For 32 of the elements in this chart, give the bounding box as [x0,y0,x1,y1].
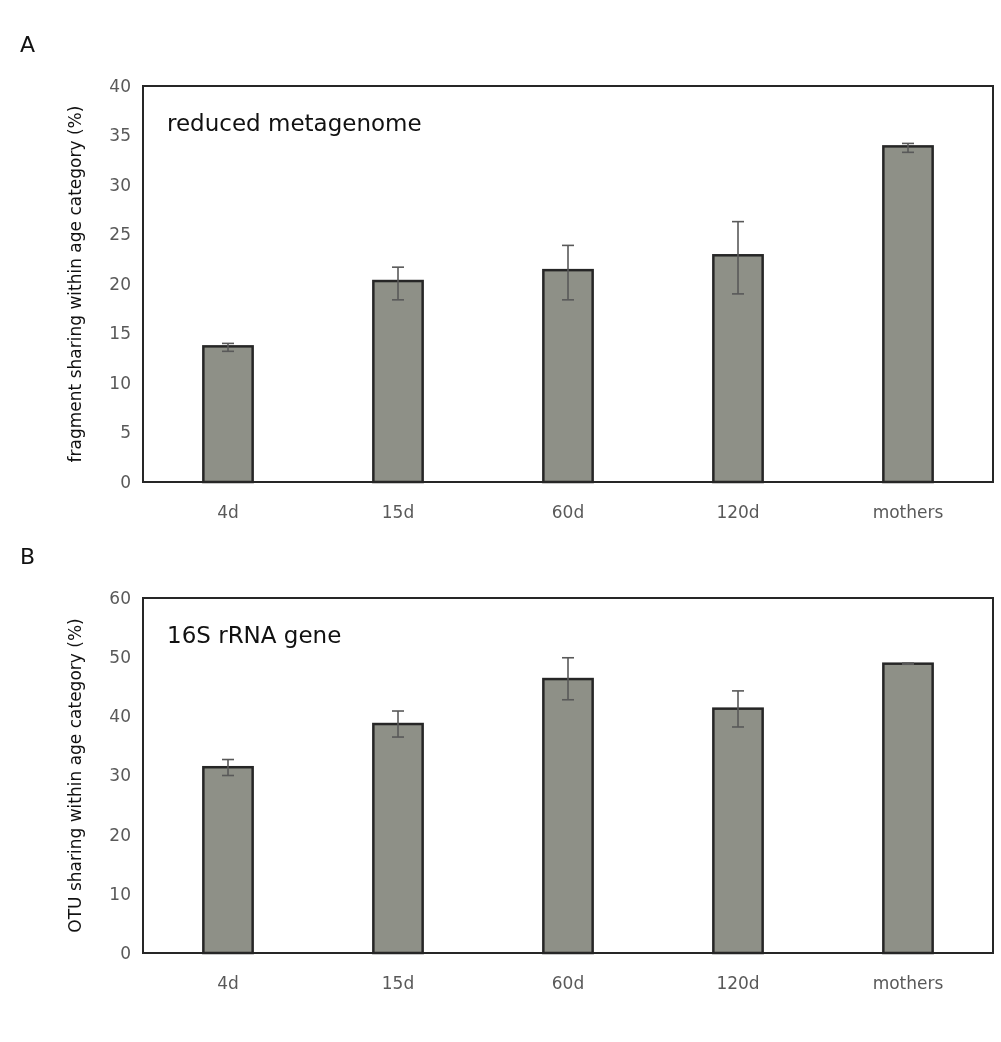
y-tick-label: 0 [120,942,131,963]
x-tick-label: 60d [551,973,585,993]
y-tick-label: 30 [109,765,131,786]
y-tick-label: 60 [109,587,131,608]
x-tick-label: mothers [872,973,944,993]
y-tick-label: 20 [109,824,131,845]
y-tick-label: 10 [109,372,131,393]
x-tick-label: 4d [217,973,239,993]
y-tick-label: 50 [109,647,131,668]
y-tick-label: 35 [109,125,131,146]
text: B [20,544,36,569]
text: A [20,32,36,57]
x-tick-label: 15d [381,973,415,993]
text: 16S rRNA gene [167,622,342,648]
y-tick-label: 5 [120,422,131,443]
x-tick-label: 4d [217,502,239,522]
y-axis-title: fragment sharing within age category (%) [65,105,85,463]
y-tick-label: 25 [109,224,131,245]
x-tick-label: 15d [381,502,415,522]
y-tick-label: 20 [109,273,131,294]
text: reduced metagenome [167,110,422,136]
x-tick-label: 120d [716,502,760,522]
y-tick-label: 0 [120,471,131,492]
y-tick-label: 40 [109,75,131,96]
x-tick-label: 120d [716,973,760,993]
y-axis-title: OTU sharing within age category (%) [65,618,85,933]
y-tick-label: 15 [109,323,131,344]
y-tick-label: 40 [109,706,131,727]
y-tick-label: 30 [109,174,131,195]
x-tick-label: mothers [872,502,944,522]
y-tick-label: 10 [109,883,131,904]
x-tick-label: 60d [551,502,585,522]
